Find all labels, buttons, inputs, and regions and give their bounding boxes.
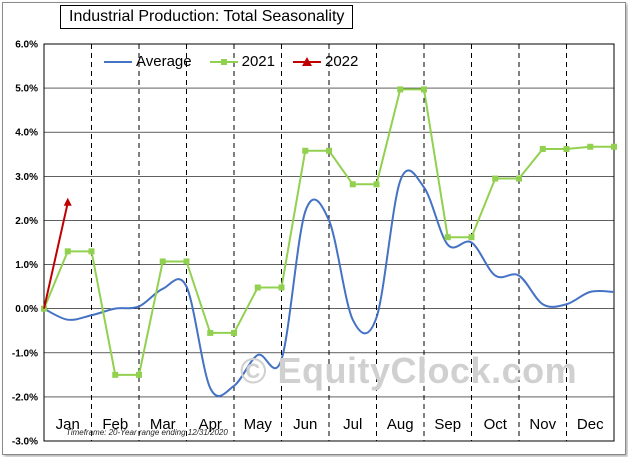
legend-label-average: Average xyxy=(136,53,192,70)
legend-item-2022: 2022 xyxy=(292,53,359,70)
data-point-2021 xyxy=(349,181,356,188)
x-tick-label: Mar xyxy=(150,416,176,433)
y-tick-label: -2.0% xyxy=(12,392,38,403)
data-point-2021 xyxy=(183,258,190,265)
legend-label-2021: 2021 xyxy=(241,53,275,70)
data-point-2021 xyxy=(468,234,475,241)
data-point-2021 xyxy=(421,86,427,93)
data-point-2021 xyxy=(326,147,332,154)
data-point-2021 xyxy=(587,143,594,150)
x-tick-label: Nov xyxy=(529,416,556,433)
y-tick-label: -3.0% xyxy=(12,437,38,448)
y-tick-label: 6.0% xyxy=(15,40,38,51)
data-point-2021 xyxy=(444,234,451,241)
legend-swatch-2021 xyxy=(209,58,238,65)
data-point-2021 xyxy=(563,145,570,152)
x-tick-label: Oct xyxy=(484,416,508,433)
x-tick-label: Sep xyxy=(434,416,461,433)
legend-item-2021: 2021 xyxy=(209,53,275,70)
chart-title: Industrial Production: Total Seasonality xyxy=(60,5,354,29)
legend-swatch-2022 xyxy=(292,56,321,66)
x-tick-label: Aug xyxy=(387,416,414,433)
legend-item-average: Average xyxy=(104,53,192,70)
legend-label-2022: 2022 xyxy=(324,53,359,70)
data-point-2021 xyxy=(397,86,404,93)
data-point-2021 xyxy=(207,329,214,336)
y-tick-label: 5.0% xyxy=(15,84,38,95)
data-point-2021 xyxy=(112,371,119,378)
data-point-2022 xyxy=(63,197,72,206)
x-tick-label: Apr xyxy=(199,416,222,433)
data-point-2021 xyxy=(539,145,546,152)
timeframe-note: Timeframe: 20-Year range ending 12/31/20… xyxy=(66,428,228,437)
data-point-2021 xyxy=(516,175,522,182)
x-tick-label: Jul xyxy=(343,416,362,433)
y-tick-label: 4.0% xyxy=(15,128,38,139)
data-point-2021 xyxy=(136,371,142,378)
y-tick-label: 3.0% xyxy=(15,172,38,183)
y-tick-label: 1.0% xyxy=(15,260,38,271)
data-point-2021 xyxy=(64,248,71,255)
data-point-2021 xyxy=(492,175,499,182)
data-point-2021 xyxy=(611,143,617,150)
x-tick-label: Dec xyxy=(577,416,604,433)
legend: Average 2021 2022 xyxy=(104,53,358,70)
y-tick-label: 2.0% xyxy=(15,216,38,227)
x-tick-label: May xyxy=(244,416,273,433)
data-point-2021 xyxy=(254,284,261,291)
x-tick-label: Jun xyxy=(293,416,317,433)
data-point-2021 xyxy=(88,248,95,255)
y-tick-label: 0.0% xyxy=(15,304,38,315)
watermark-text: © EquityClock.com xyxy=(240,350,578,391)
data-point-2021 xyxy=(159,258,166,265)
series-line-2022 xyxy=(43,202,69,309)
legend-swatch-average xyxy=(104,60,132,63)
data-point-2021 xyxy=(373,181,380,188)
series-line-average xyxy=(43,169,615,398)
x-tick-label: Jan xyxy=(56,416,80,433)
data-point-2021 xyxy=(278,284,285,291)
x-tick-label: Feb xyxy=(102,416,128,433)
data-point-2021 xyxy=(231,329,237,336)
y-tick-label: -1.0% xyxy=(12,348,38,359)
data-point-2021 xyxy=(302,147,309,154)
